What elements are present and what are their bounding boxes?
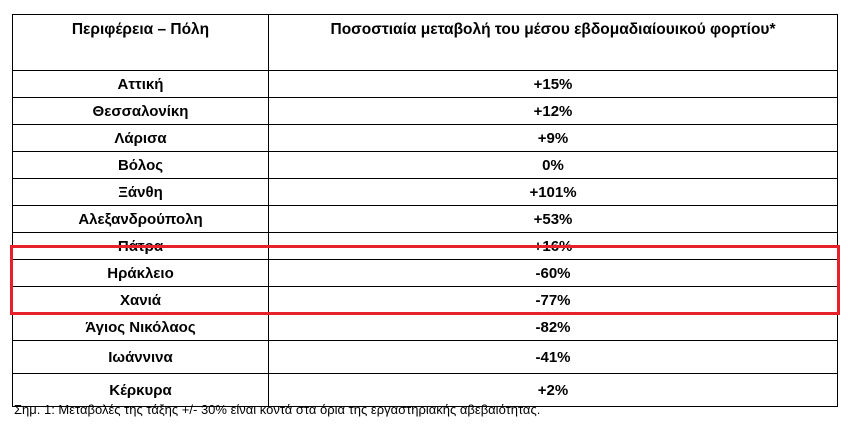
header-row: Περιφέρεια – Πόλη Ποσοστιαία μεταβολή το… [12, 14, 838, 71]
table-row: Θεσσαλονίκη +12% [12, 97, 838, 125]
city-cell: Βόλος [12, 151, 269, 179]
load-change-table: Περιφέρεια – Πόλη Ποσοστιαία μεταβολή το… [12, 14, 838, 407]
change-cell: +15% [268, 70, 838, 98]
table-row: Πάτρα +16% [12, 232, 838, 260]
header-city: Περιφέρεια – Πόλη [12, 14, 269, 71]
table-row: Βόλος 0% [12, 151, 838, 179]
city-cell: Θεσσαλονίκη [12, 97, 269, 125]
city-cell: Αλεξανδρούπολη [12, 205, 269, 233]
city-cell: Λάρισα [12, 124, 269, 152]
city-cell: Πάτρα [12, 232, 269, 260]
footnote: Σημ. 1: Μεταβολές της τάξης +/- 30% είνα… [14, 402, 541, 417]
change-cell: -60% [268, 259, 838, 287]
change-cell: -77% [268, 286, 838, 314]
change-cell: 0% [268, 151, 838, 179]
city-cell: Αττική [12, 70, 269, 98]
change-cell: +16% [268, 232, 838, 260]
header-change: Ποσοστιαία μεταβολή του μέσου εβδομαδιαί… [268, 14, 838, 71]
change-cell: +2% [268, 373, 838, 407]
change-cell: +9% [268, 124, 838, 152]
table-row: Ιωάννινα -41% [12, 340, 838, 374]
city-cell: Κέρκυρα [12, 373, 269, 407]
table-row: Αλεξανδρούπολη +53% [12, 205, 838, 233]
table-row: Άγιος Νικόλαος -82% [12, 313, 838, 341]
change-cell: -82% [268, 313, 838, 341]
change-cell: -41% [268, 340, 838, 374]
city-cell: Ιωάννινα [12, 340, 269, 374]
city-cell: Χανιά [12, 286, 269, 314]
city-cell: Ξάνθη [12, 178, 269, 206]
table-row: Χανιά -77% [12, 286, 838, 314]
table-row: Αττική +15% [12, 70, 838, 98]
table-row: Ηράκλειο -60% [12, 259, 838, 287]
change-cell: +12% [268, 97, 838, 125]
table-row: Λάρισα +9% [12, 124, 838, 152]
change-cell: +53% [268, 205, 838, 233]
table-row: Ξάνθη +101% [12, 178, 838, 206]
table-row: Κέρκυρα +2% [12, 373, 838, 407]
city-cell: Άγιος Νικόλαος [12, 313, 269, 341]
city-cell: Ηράκλειο [12, 259, 269, 287]
change-cell: +101% [268, 178, 838, 206]
